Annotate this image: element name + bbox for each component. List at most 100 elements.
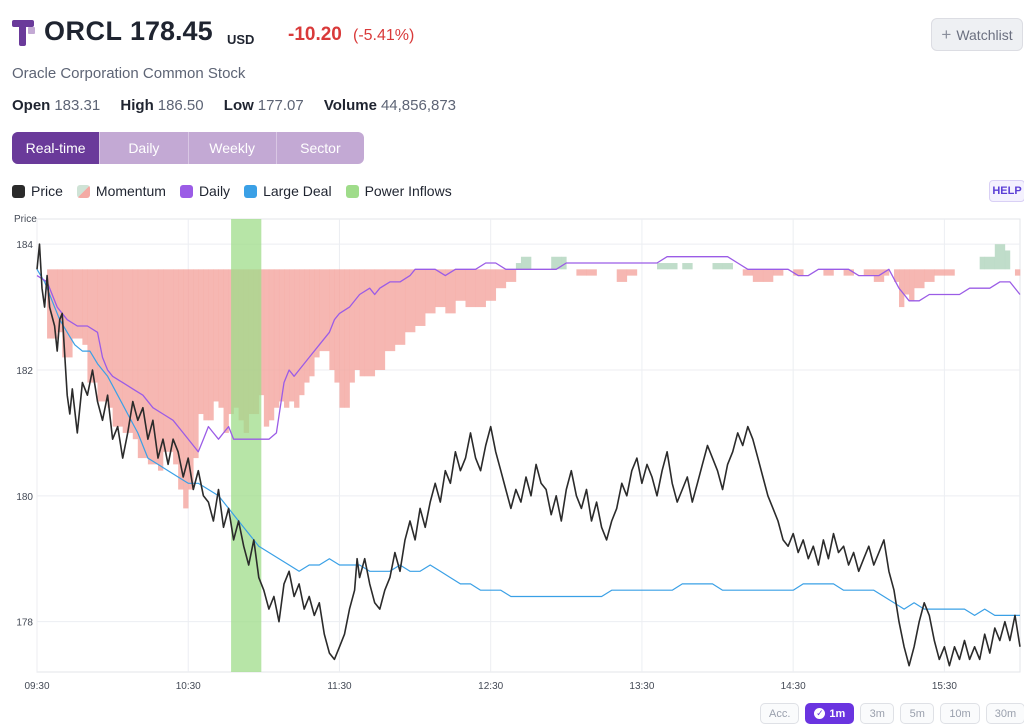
momentum-bar [485,269,497,301]
momentum-bar [909,269,915,301]
tab-real-time[interactable]: Real-time [12,132,101,164]
momentum-bar [742,269,754,276]
tab-daily[interactable]: Daily [100,132,189,164]
momentum-bar [823,269,834,276]
legend-label-price: Price [31,183,63,199]
momentum-bar [657,263,668,270]
interval-selector: Acc. ✓ 1m 3m 5m 10m 30m [760,703,1024,724]
momentum-bar [82,269,88,345]
legend-item-daily[interactable]: Daily [179,183,230,199]
interval-3m-button[interactable]: 3m [860,703,895,724]
interval-3m-label: 3m [869,707,885,720]
momentum-bar [223,269,229,433]
momentum-bar [163,269,174,452]
x-tick-label: 09:30 [24,681,49,692]
legend-swatch-price [12,184,25,198]
legend-item-price[interactable]: Price [12,183,63,199]
company-name: Oracle Corporation Common Stock [12,65,246,82]
momentum-bar [284,269,290,408]
legend-swatch-momentum [76,184,90,198]
chart-legend: Price Momentum Daily Large Deal Power In… [12,182,466,200]
momentum-bar [682,263,693,270]
momentum-bar [772,269,784,276]
momentum-bar [863,269,875,276]
brand-logo-icon [12,20,35,46]
legend-item-momentum[interactable]: Momentum [76,183,166,199]
momentum-bar [934,269,945,276]
momentum-bar [273,269,280,408]
momentum-bar [147,269,159,465]
interval-acc-label: Acc. [769,707,791,720]
momentum-bar [314,269,320,358]
momentum-bar [384,269,396,352]
momentum-bar [319,269,330,352]
momentum-bar [62,269,73,358]
momentum-bar [984,256,996,270]
momentum-bar [404,269,416,333]
momentum-bar [445,269,456,314]
momentum-bar [455,269,466,301]
momentum-bar [924,269,935,282]
quote-header: ORCL 178.45 USD -10.20 (-5.41%) [12,14,1012,54]
legend-label-momentum: Momentum [95,183,166,199]
tab-weekly[interactable]: Weekly [189,132,277,164]
interval-30m-label: 30m [994,707,1017,720]
momentum-bar [208,269,214,421]
legend-label-large-deal: Large Deal [263,183,332,199]
interval-10m-label: 10m [949,707,971,720]
legend-label-power-inflows: Power Inflows [364,183,452,199]
momentum-bar [339,269,345,408]
momentum-bar [904,269,910,295]
legend-swatch-daily [179,184,193,198]
momentum-bar [334,269,340,383]
legend-item-power-inflows[interactable]: Power Inflows [345,183,452,199]
momentum-bar [193,269,199,459]
momentum-bar [329,269,335,370]
momentum-bar [278,269,285,402]
momentum-bar [359,269,365,377]
interval-acc-button[interactable]: Acc. [760,703,800,724]
momentum-bar [57,269,63,333]
momentum-bar [495,269,507,289]
tab-sector[interactable]: Sector [300,140,341,156]
legend-item-large-deal[interactable]: Large Deal [244,183,332,199]
interval-5m-button[interactable]: 5m [900,703,935,724]
momentum-bar [173,269,179,465]
momentum-bar [561,256,567,270]
help-button[interactable]: HELP [989,180,1024,202]
view-tabs: Real-time Daily Weekly Sector [12,132,364,164]
interval-1m-label: 1m [829,707,846,720]
momentum-bar [289,269,295,402]
interval-10m-button[interactable]: 10m [940,703,980,724]
momentum-bar [505,269,517,282]
momentum-bar [626,269,638,276]
check-icon: ✓ [814,708,826,719]
y-tick-label: 184 [16,240,33,251]
momentum-bar [47,269,58,339]
momentum-bar [944,269,955,276]
momentum-bar [349,269,355,383]
watchlist-button-label: Watchlist [956,26,1013,43]
x-tick-label: 15:30 [932,681,957,692]
ticker-symbol: ORCL [44,16,123,46]
low-value: 177.07 [257,97,304,114]
momentum-bar [435,269,446,308]
open-value: 183.31 [54,97,101,114]
x-tick-label: 12:30 [478,681,503,692]
watchlist-button[interactable]: + Watchlist [931,18,1023,51]
momentum-bar [344,269,350,408]
momentum-bar [883,269,890,276]
daily-line [36,256,1021,453]
momentum-bar [899,269,905,308]
interval-1m-button[interactable]: ✓ 1m [805,703,855,724]
x-tick-label: 11:30 [327,681,352,692]
open-label: Open [12,97,51,114]
x-tick-label: 14:30 [781,681,806,692]
interval-30m-button[interactable]: 30m [985,703,1024,724]
momentum-bar [793,269,804,276]
momentum-bar [188,269,194,490]
momentum-bar [475,269,486,308]
momentum-bar [97,269,108,402]
momentum-bar [667,263,678,270]
momentum-bar [258,269,265,396]
